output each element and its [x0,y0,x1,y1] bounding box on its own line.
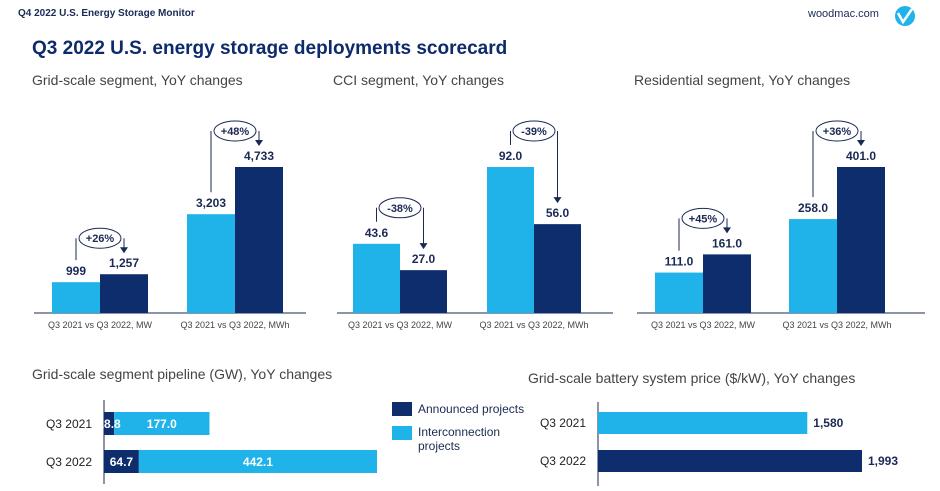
bar-q3-2022 [100,274,148,313]
data-label: 4,733 [244,149,274,163]
residential-chart: 111.0 161.0 Q3 2021 vs Q3 2022, MW +45% 258.… [637,120,925,330]
page-title: Q3 2022 U.S. energy storage deployments … [32,38,508,59]
bar-announced [104,450,139,473]
callout-arrow-icon [857,140,865,146]
change-oval [681,207,725,229]
bar-q3-2021 [52,282,100,313]
legend-swatch-announced [392,402,412,416]
change-oval [378,197,422,219]
report-title: Q4 2022 U.S. Energy Storage Monitor [18,8,195,19]
bar-price [598,412,808,434]
data-label: 999 [66,264,86,278]
bar-q3-2022 [400,270,447,313]
pipeline-chart: Q3 2021 18.8 177.0 Q3 2022 64.7 442.1 Announce… [46,400,524,484]
change-label: -38% [387,203,413,215]
data-label: 64.7 [110,455,134,469]
data-label: 3,203 [196,196,226,210]
data-label: 92.0 [499,149,523,163]
bar-q3-2021 [789,219,837,313]
woodmac-logo-icon [895,6,915,26]
category-label: Q3 2021 vs Q3 2022, MWh [479,320,588,330]
data-label: 1,580 [813,416,843,430]
callout-arrow-icon [553,197,562,204]
bar-q3-2022 [235,167,283,313]
data-label: 177.0 [147,417,177,431]
bar-q3-2022 [837,167,885,313]
data-label: 18.8 [97,417,121,431]
bar-q3-2022 [534,224,581,313]
legend-label: Announced projects [418,402,524,416]
callout-arrow-icon [419,243,428,250]
grid-scale-chart: 999 1,257 Q3 2021 vs Q3 2022, MW +26% 3,203 4… [34,120,306,330]
change-label: +48% [221,126,250,138]
category-label: Q3 2021 [540,416,586,430]
data-label: 27.0 [412,252,436,266]
category-label: Q3 2022 [540,454,586,468]
legend-swatch-interconnection [392,426,412,440]
callout-arrow-icon [723,227,731,234]
data-label: 401.0 [846,149,876,163]
category-label: Q3 2021 vs Q3 2022, MWh [180,320,289,330]
category-label: Q3 2021 vs Q3 2022, MWh [782,320,891,330]
change-label: +36% [823,126,852,138]
bar-q3-2021 [487,167,534,313]
pipeline-chart-title: Grid-scale segment pipeline (GW), YoY ch… [32,366,333,382]
change-label: +45% [689,213,718,225]
data-label: 1,993 [868,454,898,468]
bar-q3-2022 [703,254,751,313]
data-label: 43.6 [365,226,389,240]
legend-label: projects [418,439,460,453]
change-oval [213,120,257,142]
bar-q3-2021 [187,214,235,313]
change-label: +26% [86,233,115,245]
data-label: 56.0 [546,206,570,220]
legend-label: Interconnection [418,425,500,439]
data-label: 161.0 [712,236,742,250]
change-oval [78,227,122,249]
bar-interconnection [138,450,377,473]
category-label: Q3 2021 [46,417,92,431]
bar-interconnection [114,412,210,435]
category-label: Q3 2022 [46,455,92,469]
bar-q3-2021 [353,243,400,313]
bar-q3-2021 [655,272,703,313]
data-label: 258.0 [798,201,828,215]
category-label: Q3 2021 vs Q3 2022, MW [348,320,453,330]
data-label: 111.0 [665,255,694,269]
category-label: Q3 2021 vs Q3 2022, MW [48,320,153,330]
residential-chart-title: Residential segment, YoY changes [634,72,851,88]
change-label: -39% [521,126,547,138]
bar-price [598,450,862,472]
change-oval [815,120,859,142]
grid-chart-title: Grid-scale segment, YoY changes [32,72,243,88]
cci-chart: 43.6 27.0 Q3 2021 vs Q3 2022, MW -38% 92.0 56… [337,120,613,330]
category-label: Q3 2021 vs Q3 2022, MW [651,320,756,330]
change-oval [512,120,556,142]
cci-chart-title: CCI segment, YoY changes [333,72,504,88]
site-link[interactable]: woodmac.com [808,8,879,20]
callout-arrow-icon [120,247,128,254]
data-label: 1,257 [109,256,139,270]
data-label: 442.1 [243,455,273,469]
bar-announced [104,412,115,435]
price-chart-title: Grid-scale battery system price ($/kW), … [528,370,856,386]
callout-arrow-icon [255,140,263,146]
price-chart: Q3 2021 1,580 Q3 2022 1,993 [540,402,898,486]
